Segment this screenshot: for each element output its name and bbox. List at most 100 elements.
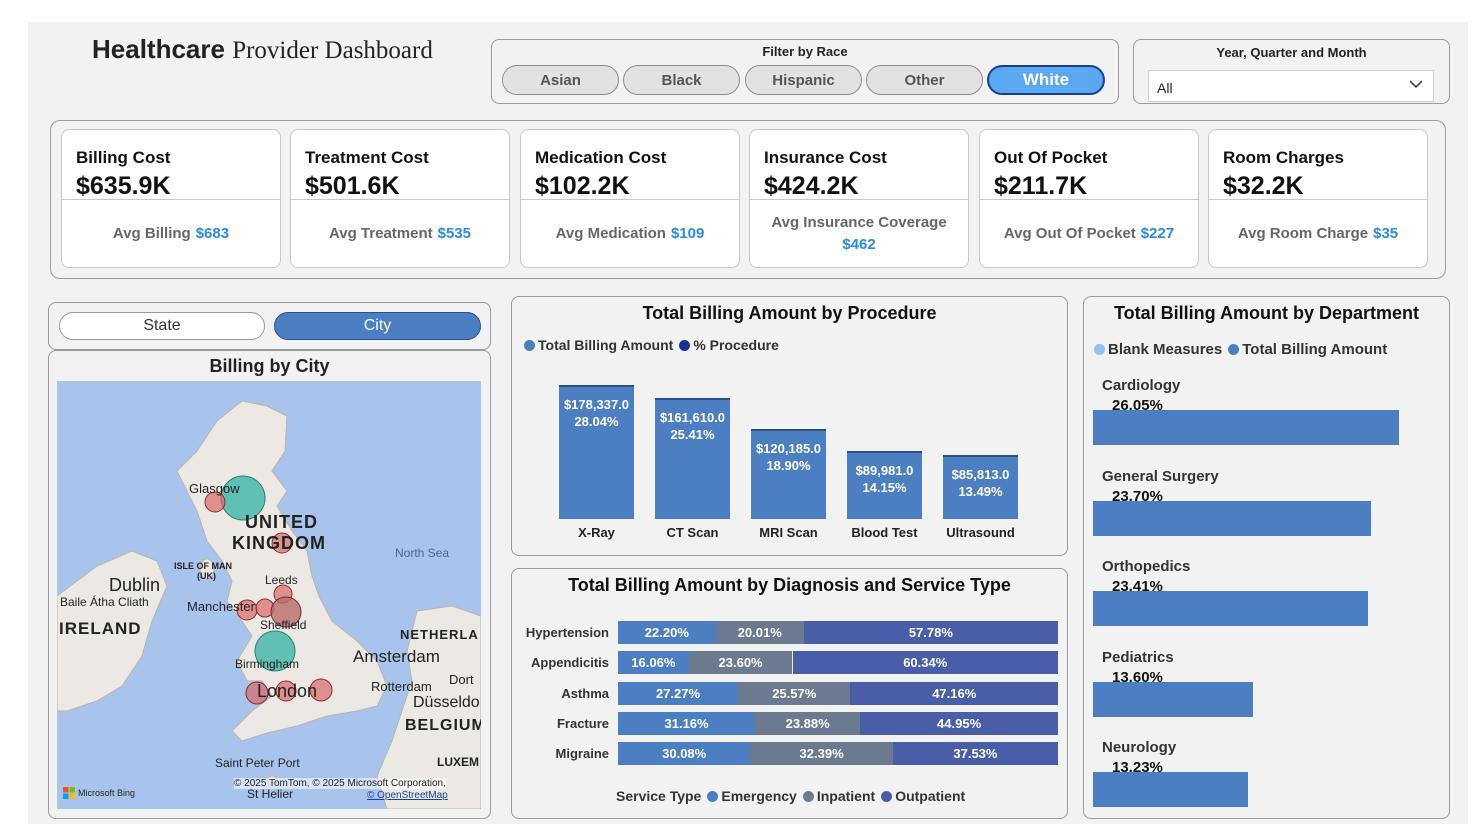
legend-title: Service Type — [616, 788, 702, 804]
diagnosis-chart: Total Billing Amount by Diagnosis and Se… — [511, 568, 1068, 819]
kpi-sub-value: $35 — [1373, 224, 1399, 242]
diagnosis-segment-outpatient[interactable]: 60.34% — [792, 651, 1058, 675]
race-filter-title: Filter by Race — [762, 44, 848, 59]
map-bubble-north[interactable] — [271, 532, 293, 554]
map-title: Billing by City — [209, 356, 330, 376]
diagnosis-segment-inpatient[interactable]: 23.60% — [688, 651, 793, 675]
procedure-pct-label: 18.90% — [766, 458, 811, 473]
diagnosis-segment-inpatient[interactable]: 32.39% — [750, 742, 893, 766]
diagnosis-category-label: Hypertension — [525, 625, 609, 640]
department-category-label: General Surgery — [1102, 467, 1219, 485]
diagnosis-segment-emergency[interactable]: 16.06% — [618, 651, 689, 675]
procedure-pct-label: 13.49% — [958, 484, 1003, 499]
legend-dot — [707, 790, 719, 802]
procedure-pct-label: 14.15% — [862, 480, 907, 495]
kpi-value: $32.2K — [1223, 172, 1304, 200]
department-pct-label: 13.60% — [1112, 668, 1163, 686]
procedure-bar[interactable] — [751, 429, 826, 519]
legend-dot — [524, 339, 535, 351]
map-bubble-glasgow-red[interactable] — [204, 491, 226, 513]
dashboard-canvas: Healthcare Provider Dashboard Filter by … — [28, 22, 1468, 824]
map-bubble-sheffield[interactable] — [270, 596, 302, 628]
legend-item: Outpatient — [895, 788, 966, 804]
race-option-asian[interactable]: Asian — [502, 65, 619, 95]
procedure-bar-label: $89,981.0 14.15% — [841, 462, 928, 496]
diagnosis-segment-emergency[interactable]: 31.16% — [618, 711, 756, 735]
department-bar[interactable] — [1093, 410, 1399, 445]
billing-map[interactable]: Glasgow UNITED KINGDOM North Sea ISLE OF… — [57, 381, 481, 809]
diagnosis-category-label: Migraine — [555, 746, 609, 762]
procedure-chart: Total Billing Amount by Procedure Total … — [511, 296, 1068, 556]
procedure-bar[interactable] — [847, 451, 922, 519]
race-option-other[interactable]: Other — [866, 65, 983, 95]
map-label-st-helier: St Helier — [247, 787, 294, 801]
kpi-sub: Avg Medication $109 — [529, 200, 731, 267]
diagnosis-plot: Hypertension 22.20% 20.01% 57.78% Appendicit… — [512, 569, 1069, 820]
map-label-london: London — [257, 681, 318, 701]
diagnosis-segment-outpatient[interactable]: 37.53% — [892, 742, 1058, 766]
procedure-value-label: $120,185.0 — [755, 441, 822, 456]
diagnosis-segment-outpatient[interactable]: 47.16% — [850, 681, 1058, 705]
kpi-divider — [521, 199, 739, 200]
diagnosis-category-label: Asthma — [561, 685, 609, 701]
osm-link[interactable]: © OpenStreetMap — [367, 790, 448, 801]
kpi-divider — [750, 199, 968, 200]
procedure-chart-legend: Total Billing Amount % Procedure — [518, 337, 779, 353]
map-bubble-birmingham[interactable] — [254, 630, 296, 672]
procedure-value-label: $89,981.0 — [855, 463, 914, 478]
race-option-white[interactable]: White — [987, 65, 1105, 95]
procedure-bar[interactable] — [655, 398, 730, 519]
department-bar[interactable] — [1093, 772, 1249, 807]
map-label-netherlands: NETHERLA — [400, 627, 479, 642]
diagnosis-category-label: Fracture — [556, 715, 609, 731]
diagnosis-segment-inpatient[interactable]: 20.01% — [715, 621, 804, 644]
map-label-saint-peter: Saint Peter Port — [215, 756, 300, 770]
department-pct-label: 23.70% — [1112, 487, 1163, 505]
map-label-isle-2: (UK) — [197, 571, 216, 581]
diagnosis-segment-inpatient[interactable]: 23.88% — [755, 711, 861, 735]
map-bubble-east[interactable] — [309, 678, 333, 702]
procedure-bar-label: $85,813.0 13.49% — [937, 466, 1024, 500]
race-option-black[interactable]: Black — [623, 65, 740, 95]
kpi-divider — [980, 199, 1198, 200]
diagnosis-segment-emergency[interactable]: 30.08% — [618, 742, 751, 766]
kpi-value: $424.2K — [764, 172, 859, 200]
diagnosis-segment-inpatient[interactable]: 25.57% — [737, 681, 851, 705]
diagnosis-segment-outpatient[interactable]: 44.95% — [860, 711, 1058, 735]
department-plot: Cardiology 26.05% General Surgery 23.70% Ort… — [1084, 297, 1451, 820]
kpi-sub: Avg Room Charge $35 — [1217, 200, 1419, 267]
microsoft-logo-icon — [63, 787, 75, 799]
kpi-label: Room Charges — [1223, 148, 1344, 167]
kpi-sub: Avg Treatment $535 — [299, 200, 501, 267]
procedure-bar[interactable] — [559, 385, 634, 519]
kpi-value: $102.2K — [535, 172, 630, 200]
legend-item: % Procedure — [693, 337, 779, 353]
map-bubble-west[interactable] — [245, 681, 269, 705]
toggle-state[interactable]: State — [59, 312, 265, 340]
kpi-label: Treatment Cost — [305, 148, 429, 167]
procedure-bar[interactable] — [943, 455, 1018, 519]
kpi-sub-value: $535 — [437, 224, 471, 242]
kpi-medication-cost: Medication Cost $102.2K Avg Medication $1… — [520, 129, 740, 268]
procedure-category-label: MRI Scan — [759, 525, 818, 540]
map-bubble-london[interactable] — [275, 680, 297, 702]
diagnosis-segment-emergency[interactable]: 22.20% — [618, 621, 716, 644]
department-bar[interactable] — [1093, 591, 1368, 626]
procedure-value-label: $178,337.0 — [563, 397, 630, 412]
procedure-category-label: X-Ray — [578, 525, 615, 540]
map-panel: Billing by City — [48, 350, 491, 819]
procedure-bar-label: $161,610.0 25.41% — [649, 409, 736, 443]
department-bar[interactable] — [1093, 681, 1253, 717]
period-filter-title: Year, Quarter and Month — [1216, 45, 1367, 60]
department-bar[interactable] — [1093, 500, 1372, 536]
kpi-room-charges: Room Charges $32.2K Avg Room Charge $35 — [1208, 129, 1428, 268]
race-option-hispanic[interactable]: Hispanic — [745, 65, 862, 95]
diagnosis-segment-outpatient[interactable]: 57.78% — [803, 621, 1058, 644]
diagnosis-segment-emergency[interactable]: 27.27% — [618, 681, 738, 705]
map-label-dort: Dort — [449, 672, 474, 687]
period-dropdown[interactable]: All — [1148, 70, 1434, 102]
procedure-value-label: $85,813.0 — [951, 467, 1010, 482]
toggle-city[interactable]: City — [274, 312, 481, 340]
map-label-manchester: Manchester — [187, 599, 255, 614]
kpi-label: Insurance Cost — [764, 148, 887, 167]
